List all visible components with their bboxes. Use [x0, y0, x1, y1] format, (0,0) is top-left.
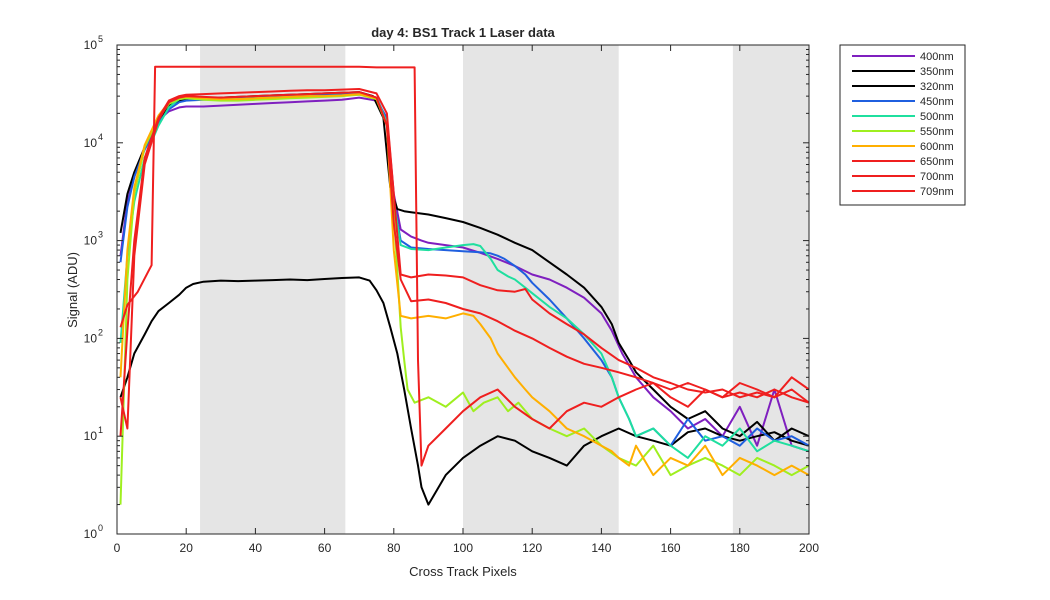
- x-axis-label: Cross Track Pixels: [409, 564, 517, 579]
- y-tick-label: 10: [84, 331, 98, 345]
- y-tick-label: 10: [84, 38, 98, 52]
- legend-label-700nm: 700nm: [920, 171, 954, 183]
- x-tick-label: 180: [730, 541, 750, 555]
- x-tick-label: 60: [318, 541, 332, 555]
- y-axis-label: Signal (ADU): [65, 252, 80, 328]
- y-tick-label: 10: [84, 234, 98, 248]
- shaded-region-0: [200, 45, 346, 534]
- legend-label-500nm: 500nm: [920, 111, 954, 123]
- series-line-550nm: [119, 93, 809, 505]
- y-tick-exponent: 2: [98, 327, 103, 337]
- shaded-region-1: [463, 45, 619, 534]
- y-tick-label: 10: [84, 136, 98, 150]
- legend-label-600nm: 600nm: [920, 141, 954, 153]
- series-line-400nm: [119, 96, 809, 453]
- x-tick-label: 120: [522, 541, 542, 555]
- legend-label-650nm: 650nm: [920, 156, 954, 168]
- series-line-350nm: [119, 276, 809, 506]
- x-tick-label: 80: [387, 541, 401, 555]
- x-tick-label: 140: [591, 541, 611, 555]
- y-tick-exponent: 0: [98, 523, 103, 533]
- y-tick-exponent: 5: [98, 34, 103, 44]
- series-line-600nm: [119, 93, 809, 477]
- x-tick-label: 100: [453, 541, 473, 555]
- x-tick-label: 0: [114, 541, 121, 555]
- legend-label-550nm: 550nm: [920, 126, 954, 138]
- x-tick-label: 20: [180, 541, 194, 555]
- legend: 400nm 350nm 320nm 450nm 500nm 550nm 600nm 650nm…: [839, 44, 966, 206]
- y-tick-label: 10: [84, 527, 98, 541]
- y-tick-exponent: 3: [98, 230, 103, 240]
- series-line-700nm: [119, 88, 809, 437]
- y-tick-label: 10: [84, 429, 98, 443]
- legend-label-350nm: 350nm: [920, 66, 954, 78]
- series-line-709nm: [119, 65, 809, 467]
- x-tick-label: 160: [661, 541, 681, 555]
- x-tick-label: 200: [799, 541, 819, 555]
- legend-label-400nm: 400nm: [920, 51, 954, 63]
- y-tick-exponent: 1: [98, 425, 103, 435]
- shaded-region-2: [732, 45, 809, 534]
- chart-title: day 4: BS1 Track 1 Laser data: [371, 25, 555, 40]
- x-tick-label: 40: [249, 541, 263, 555]
- y-tick-exponent: 4: [98, 132, 103, 142]
- legend-label-450nm: 450nm: [920, 96, 954, 108]
- legend-label-709nm: 709nm: [920, 186, 954, 198]
- legend-label-320nm: 320nm: [920, 81, 954, 93]
